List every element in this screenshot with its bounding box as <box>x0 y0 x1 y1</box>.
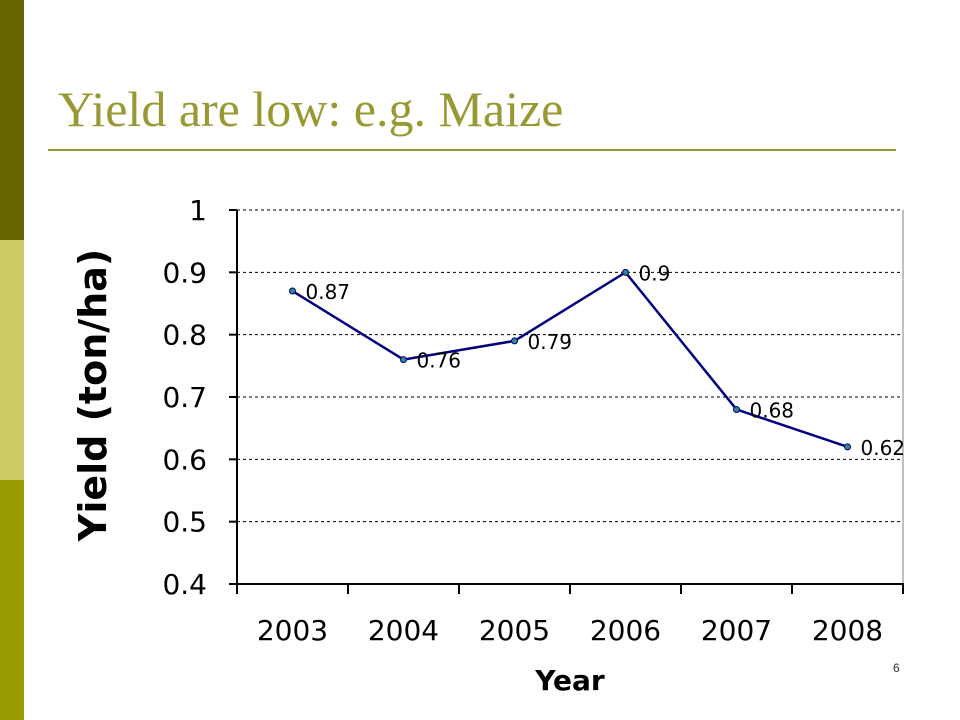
data-point <box>844 443 851 451</box>
data-point <box>400 356 407 364</box>
side-bar-dark <box>0 0 24 240</box>
grid-lines <box>237 209 903 523</box>
y-tick-label: 0.7 <box>162 381 207 414</box>
series-line <box>289 268 851 451</box>
data-label: 0.76 <box>417 349 462 373</box>
side-bar-olive <box>0 480 24 720</box>
x-tick-label: 2007 <box>701 614 772 647</box>
data-point <box>511 337 518 345</box>
title-underline <box>48 149 896 151</box>
slide-title: Yield are low: e.g. Maize <box>58 81 564 137</box>
data-labels: 0.87 0.76 0.79 0.9 0.68 0.62 <box>306 261 906 460</box>
y-tick-label: 0.4 <box>162 568 207 601</box>
y-tick-label: 0.5 <box>162 506 207 539</box>
y-tick-labels: 0.4 0.5 0.6 0.7 0.8 0.9 1 <box>162 194 207 601</box>
x-tick-label: 2006 <box>590 614 661 647</box>
data-label: 0.68 <box>750 398 795 422</box>
y-tick-label: 0.8 <box>162 319 207 352</box>
data-point <box>622 268 629 276</box>
y-tick-label: 0.9 <box>162 256 207 289</box>
data-point <box>733 405 740 413</box>
data-point <box>289 287 296 295</box>
x-tick-labels: 2003 2004 2005 2006 2007 2008 <box>257 614 883 647</box>
data-label: 0.79 <box>528 330 573 354</box>
x-tick-label: 2004 <box>368 614 439 647</box>
data-label: 0.9 <box>639 261 671 285</box>
x-tick-label: 2005 <box>479 614 550 647</box>
axes <box>229 209 904 594</box>
side-bar-light <box>0 240 24 480</box>
page-number: 6 <box>893 661 900 675</box>
series-line <box>291 270 848 449</box>
data-label: 0.62 <box>861 436 906 460</box>
y-axis-title: Yield (ton/ha) <box>71 249 115 542</box>
y-tick-label: 0.6 <box>162 443 207 476</box>
x-axis-title: Year <box>534 664 605 697</box>
data-label: 0.87 <box>306 280 351 304</box>
x-tick-label: 2008 <box>812 614 883 647</box>
x-tick-label: 2003 <box>257 614 328 647</box>
y-tick-label: 1 <box>189 194 207 227</box>
